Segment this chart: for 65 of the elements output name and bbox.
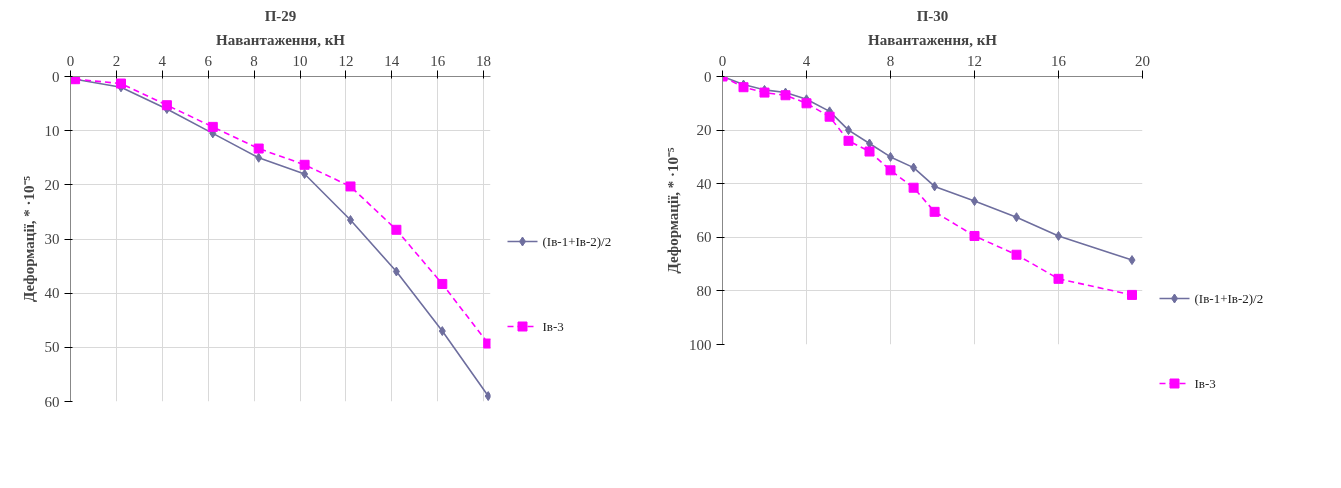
legend-label: Ів-3 bbox=[1194, 376, 1216, 391]
x-tick-label: 2 bbox=[112, 52, 121, 69]
y-tick-label: 20 bbox=[696, 122, 712, 139]
point bbox=[438, 326, 446, 337]
point bbox=[1053, 273, 1064, 284]
legend-label: (Ів-1+Ів-2)/2 bbox=[1194, 291, 1264, 306]
point bbox=[885, 165, 896, 176]
legend-label: (Ів-1+Ів-2)/2 bbox=[542, 234, 612, 249]
y-axis-title: Деформації, * ·10⁻⁵ bbox=[20, 175, 37, 303]
point bbox=[969, 230, 980, 241]
x-tick-label: 0 bbox=[718, 52, 727, 69]
x-tick-label: 16 bbox=[1051, 52, 1067, 69]
point bbox=[864, 146, 875, 157]
y-tick-label: 30 bbox=[44, 231, 60, 247]
point bbox=[910, 162, 918, 173]
x-tick-label: 12 bbox=[338, 52, 354, 69]
point bbox=[253, 143, 264, 154]
x-tick-label: 10 bbox=[292, 52, 308, 69]
y-tick-label: 0 bbox=[704, 68, 712, 85]
x-tick-label: 4 bbox=[158, 52, 167, 69]
x-axis-title: Навантаження, кН bbox=[868, 31, 998, 48]
point bbox=[1128, 255, 1136, 266]
point bbox=[345, 181, 356, 192]
x-tick-label: 8 bbox=[886, 52, 895, 69]
y-tick-label: 100 bbox=[689, 336, 712, 353]
chart-title: П-30 bbox=[916, 7, 949, 24]
point bbox=[1011, 249, 1022, 260]
point bbox=[1127, 289, 1137, 300]
x-tick-label: 12 bbox=[967, 52, 982, 69]
point bbox=[908, 182, 919, 193]
point bbox=[301, 169, 309, 179]
legend-label: Ів-3 bbox=[542, 319, 564, 334]
y-tick-label: 60 bbox=[44, 393, 60, 410]
point bbox=[391, 224, 402, 235]
point bbox=[299, 159, 310, 170]
point bbox=[255, 152, 263, 163]
x-tick-label: 0 bbox=[66, 52, 75, 69]
point bbox=[801, 98, 812, 109]
y-tick-label: 20 bbox=[44, 176, 60, 193]
y-tick-label: 10 bbox=[44, 122, 60, 139]
point bbox=[437, 278, 448, 289]
point bbox=[931, 181, 939, 192]
y-tick-label: 0 bbox=[52, 68, 60, 85]
x-tick-label: 14 bbox=[384, 52, 400, 69]
point bbox=[161, 100, 172, 111]
y-axis-title: Деформації, * ·10⁻⁵ bbox=[665, 146, 681, 274]
y-tick-label: 60 bbox=[696, 229, 712, 246]
x-tick-label: 6 bbox=[204, 52, 213, 69]
y-tick-label: 50 bbox=[44, 339, 60, 356]
chart-title: П-29 bbox=[264, 7, 297, 24]
point bbox=[929, 206, 940, 217]
x-tick-label: 8 bbox=[250, 52, 258, 69]
x-axis-title: Навантаження, кН bbox=[216, 31, 346, 48]
point bbox=[843, 135, 854, 146]
point bbox=[115, 78, 126, 89]
x-tick-label: 16 bbox=[430, 52, 446, 69]
y-tick-label: 40 bbox=[696, 175, 712, 192]
point bbox=[824, 111, 835, 122]
point bbox=[207, 121, 218, 132]
y-tick-label: 40 bbox=[44, 285, 60, 302]
x-tick-label: 18 bbox=[476, 52, 492, 69]
y-tick-label: 80 bbox=[696, 282, 712, 299]
x-tick-label: 20 bbox=[1135, 52, 1150, 69]
x-tick-label: 4 bbox=[802, 52, 811, 69]
point bbox=[392, 266, 400, 277]
